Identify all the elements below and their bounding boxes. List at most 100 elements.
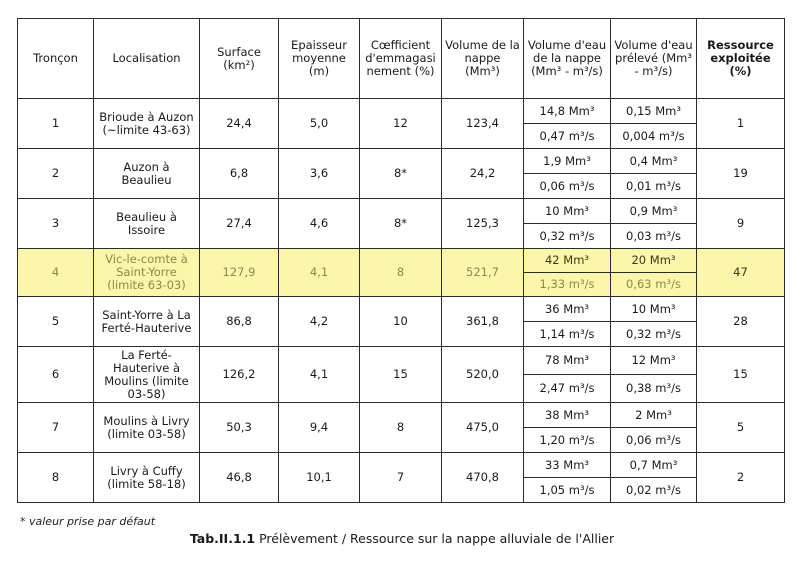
table-row-secondary: 0,06 m³/s 0,01 m³/s	[18, 173, 785, 199]
table-row: 1 Brioude à Auzon (~limite 43-63) 24,4 5,0 1…	[17, 98, 785, 149]
table-row-secondary: 0,47 m³/s 0,004 m³/s	[18, 123, 785, 149]
cell-localisation: Beaulieu à Issoire	[93, 198, 200, 249]
cell-prel-m3s: 0,63 m³/s	[610, 272, 697, 297]
cell-ressource: 9	[696, 198, 785, 249]
cell-prel-mm3: 12 Mm³	[610, 346, 697, 375]
cell-epaisseur: 4,1	[278, 346, 360, 403]
cell-prel-mm3: 20 Mm³	[610, 248, 697, 273]
cell-surface: 6,8	[199, 148, 279, 199]
cell-vol-mm3: 38 Mm³	[523, 402, 611, 428]
cell-coefficient: 10	[359, 296, 442, 347]
table-row: 3 Beaulieu à Issoire 27,4 4,6 8* 125,3 10 Mm³ 0…	[17, 198, 785, 249]
cell-prel-m3s: 0,32 m³/s	[610, 321, 697, 347]
cell-vol-mm3: 36 Mm³	[523, 296, 611, 322]
table-row: 7 Moulins à Livry (limite 03-58) 50,3 9,4 8 4…	[17, 402, 785, 453]
cell-volume-nappe: 470,8	[441, 452, 524, 503]
cell-vol-mm3: 78 Mm³	[523, 346, 611, 375]
cell-volume-nappe: 125,3	[441, 198, 524, 249]
table-row-secondary: 1,05 m³/s 0,02 m³/s	[18, 477, 785, 503]
cell-coefficient: 8*	[359, 198, 442, 249]
cell-surface: 24,4	[199, 98, 279, 149]
cell-localisation: Livry à Cuffy (limite 58-18)	[93, 452, 200, 503]
table-caption: Tab.II.1.1 Prélèvement / Ressource sur l…	[0, 531, 804, 546]
cell-ressource: 19	[696, 148, 785, 199]
cell-troncon: 2	[17, 148, 94, 199]
cell-coefficient: 8*	[359, 148, 442, 199]
cell-ressource: 1	[696, 98, 785, 149]
cell-epaisseur: 5,0	[278, 98, 360, 149]
cell-prel-mm3: 10 Mm³	[610, 296, 697, 322]
cell-prel-mm3: 0,9 Mm³	[610, 198, 697, 224]
cell-troncon: 7	[17, 402, 94, 453]
cell-vol-m3s: 1,05 m³/s	[523, 477, 611, 503]
cell-localisation: Vic-le-comte à Saint-Yorre (limite 63-03…	[93, 248, 200, 297]
cell-prel-m3s: 0,03 m³/s	[610, 223, 697, 249]
cell-troncon: 4	[17, 248, 94, 297]
table-row: 5 Saint-Yorre à La Ferté-Hauterive 86,8 4,2…	[17, 296, 785, 347]
cell-epaisseur: 4,6	[278, 198, 360, 249]
cell-vol-m3s: 0,06 m³/s	[523, 173, 611, 199]
cell-volume-nappe: 521,7	[441, 248, 524, 297]
footnote: * valeur prise par défaut	[20, 515, 156, 528]
header-coefficient: Cœfficient d'emmagasi nement (%)	[359, 18, 442, 99]
cell-surface: 127,9	[199, 248, 279, 297]
header-volume-preleve: Volume d'eau prélevé (Mm³ - m³/s)	[610, 18, 697, 99]
cell-vol-mm3: 14,8 Mm³	[523, 98, 611, 124]
cell-epaisseur: 3,6	[278, 148, 360, 199]
table-container: Tronçon Localisation Surface (km²) Epaiss…	[17, 18, 785, 503]
cell-vol-m3s: 1,14 m³/s	[523, 321, 611, 347]
cell-surface: 126,2	[199, 346, 279, 403]
cell-troncon: 8	[17, 452, 94, 503]
cell-vol-mm3: 1,9 Mm³	[523, 148, 611, 174]
cell-troncon: 6	[17, 346, 94, 403]
table-body: 1 Brioude à Auzon (~limite 43-63) 24,4 5,0 1…	[17, 98, 785, 503]
table-row-secondary: 1,20 m³/s 0,06 m³/s	[18, 427, 785, 453]
cell-prel-m3s: 0,02 m³/s	[610, 477, 697, 503]
cell-ressource: 2	[696, 452, 785, 503]
cell-vol-mm3: 33 Mm³	[523, 452, 611, 478]
cell-volume-nappe: 520,0	[441, 346, 524, 403]
cell-coefficient: 15	[359, 346, 442, 403]
cell-localisation: Brioude à Auzon (~limite 43-63)	[93, 98, 200, 149]
cell-epaisseur: 4,1	[278, 248, 360, 297]
cell-coefficient: 7	[359, 452, 442, 503]
cell-troncon: 5	[17, 296, 94, 347]
cell-ressource: 28	[696, 296, 785, 347]
cell-ressource: 15	[696, 346, 785, 403]
header-ressource: Ressource exploitée (%)	[696, 18, 785, 99]
table-row-secondary: 0,32 m³/s 0,03 m³/s	[18, 223, 785, 249]
cell-vol-m3s: 1,20 m³/s	[523, 427, 611, 453]
table-row-secondary: 1,33 m³/s 0,63 m³/s	[18, 272, 785, 297]
cell-prel-mm3: 0,15 Mm³	[610, 98, 697, 124]
cell-localisation: Moulins à Livry (limite 03-58)	[93, 402, 200, 453]
table-row: 6 La Ferté-Hauterive à Moulins (limite 03…	[17, 346, 785, 403]
table-row: 8 Livry à Cuffy (limite 58-18) 46,8 10,1 7 47…	[17, 452, 785, 503]
header-volume-eau-nappe: Volume d'eau de la nappe (Mm³ - m³/s)	[523, 18, 611, 99]
cell-localisation: Saint-Yorre à La Ferté-Hauterive	[93, 296, 200, 347]
cell-prel-m3s: 0,06 m³/s	[610, 427, 697, 453]
cell-volume-nappe: 123,4	[441, 98, 524, 149]
cell-vol-m3s: 0,32 m³/s	[523, 223, 611, 249]
table-row: 2 Auzon à Beaulieu 6,8 3,6 8* 24,2 1,9 Mm³ 0,4 …	[17, 148, 785, 199]
cell-localisation: Auzon à Beaulieu	[93, 148, 200, 199]
cell-prel-mm3: 0,4 Mm³	[610, 148, 697, 174]
table-row: 4 Vic-le-comte à Saint-Yorre (limite 63-0…	[17, 248, 785, 297]
cell-coefficient: 8	[359, 248, 442, 297]
cell-epaisseur: 4,2	[278, 296, 360, 347]
caption-text: Prélèvement / Ressource sur la nappe all…	[259, 531, 615, 546]
header-epaisseur: Epaisseur moyenne (m)	[278, 18, 360, 99]
cell-surface: 46,8	[199, 452, 279, 503]
cell-volume-nappe: 475,0	[441, 402, 524, 453]
header-localisation: Localisation	[93, 18, 200, 99]
cell-vol-mm3: 42 Mm³	[523, 248, 611, 273]
caption-label: Tab.II.1.1	[189, 531, 256, 546]
cell-vol-m3s: 2,47 m³/s	[523, 374, 611, 403]
cell-prel-m3s: 0,38 m³/s	[610, 374, 697, 403]
cell-surface: 50,3	[199, 402, 279, 453]
header-surface: Surface (km²)	[199, 18, 279, 99]
cell-volume-nappe: 361,8	[441, 296, 524, 347]
cell-troncon: 1	[17, 98, 94, 149]
cell-ressource: 5	[696, 402, 785, 453]
cell-ressource: 47	[696, 248, 785, 297]
header-row: Tronçon Localisation Surface (km²) Epaiss…	[17, 18, 785, 99]
